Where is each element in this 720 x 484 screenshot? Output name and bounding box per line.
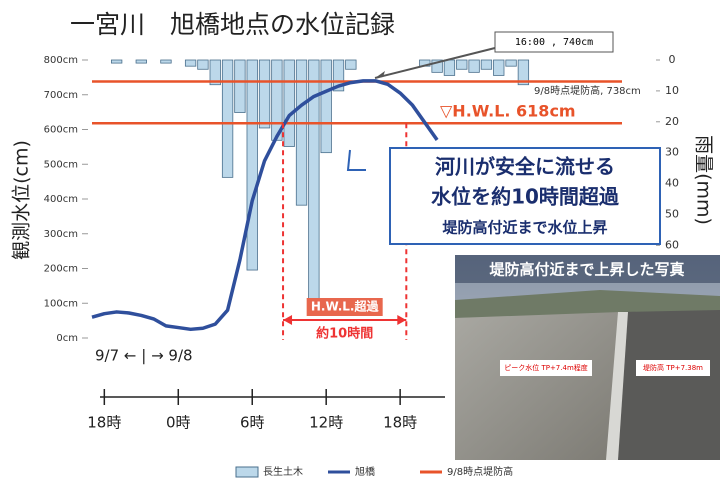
legend: 長生土木 旭橋 9/8時点堤防高: [235, 465, 513, 478]
rain-bar: [345, 59, 357, 70]
annotation: 9/8時点堤防高, 738cm: [534, 84, 641, 97]
y2-axis-label: 雨量(mm): [693, 135, 715, 225]
y-tick-label: 300cm: [44, 229, 78, 240]
callout-text: 水位を約10時間超過: [431, 185, 620, 209]
rain-bar: [283, 59, 295, 147]
rain-bar: [135, 59, 147, 64]
photo-caption-bg: [455, 255, 720, 283]
y-tick-label: 600cm: [44, 125, 78, 136]
y2-tick-label: 0: [669, 53, 676, 66]
arrowhead: [283, 315, 293, 325]
y2-tick-label: 60: [665, 238, 679, 251]
y2-tick-label: 40: [665, 177, 679, 190]
rain-bar: [209, 59, 221, 86]
legend-label: 旭橋: [355, 465, 375, 478]
rain-bar: [332, 59, 345, 92]
rain-bar: [505, 59, 517, 67]
rain-bar: [320, 59, 332, 154]
rain-bar: [234, 59, 246, 113]
rain-bar: [295, 59, 308, 206]
callout-mark: [346, 149, 366, 171]
annotation-box: [494, 31, 614, 53]
rain-bar: [456, 59, 468, 70]
photo-caption: 堤防高付近まで上昇した写真: [489, 261, 684, 279]
rain-bar: [431, 59, 443, 73]
photo-road: [610, 310, 720, 460]
x-tick-label: 6時: [240, 414, 265, 432]
rain-bar: [258, 59, 271, 129]
y-tick-label: 200cm: [44, 264, 78, 275]
annotation: ▽H.W.L. 618cm: [440, 102, 576, 121]
photo-label: ピーク水位 TP+7.4m程度: [504, 363, 588, 372]
rain-bar: [160, 59, 172, 64]
arrowhead: [375, 71, 385, 78]
arrow: [374, 47, 496, 79]
y-tick-label: 400cm: [44, 194, 78, 205]
rain-bar: [480, 59, 493, 70]
legend-label: 9/8時点堤防高: [447, 465, 513, 478]
rain-bar: [246, 59, 258, 271]
photo-label: 堤防高 TP+7.38m: [643, 363, 703, 372]
y2-tick-label: 10: [665, 84, 679, 97]
arrowhead: [397, 315, 407, 325]
rain-bar: [197, 59, 209, 70]
rain-bar: [443, 59, 456, 76]
y-tick-label: 100cm: [44, 298, 78, 309]
legend-label: 長生土木: [263, 465, 303, 478]
callout-text: 河川が安全に流せる: [435, 155, 615, 179]
x-tick-label: 12時: [309, 414, 343, 432]
rain-bar: [111, 59, 123, 64]
rain-bar: [517, 59, 530, 86]
y2-tick-label: 50: [665, 207, 679, 220]
callout-box: [389, 147, 661, 245]
annotation: 約10時間: [316, 326, 373, 342]
date-divider: 9/7 ← | → 9/8: [95, 347, 193, 365]
rain-bar: [184, 59, 197, 67]
y-axis-label: 観測水位(cm): [11, 140, 33, 260]
x-tick-label: 18時: [383, 414, 417, 432]
y2-tick-label: 30: [665, 146, 679, 159]
y-tick-label: 800cm: [44, 55, 78, 66]
photo-water: [455, 312, 620, 460]
rain-bar: [221, 59, 234, 178]
water-level-line: [91, 79, 439, 332]
callout-text: 堤防高付近まで水位上昇: [442, 219, 607, 237]
y2-tick-label: 20: [665, 115, 679, 128]
y-tick-label: 0cm: [56, 333, 78, 344]
exceed-label-box: [306, 298, 383, 316]
photo-label-box: [636, 360, 710, 376]
photo-fence: [606, 312, 628, 460]
photo: 堤防高付近まで上昇した写真 ピーク水位 TP+7.4m程度 堤防高 TP+7.3…: [455, 255, 720, 460]
legend-swatch: [235, 466, 259, 478]
annotation: 16:00 , 740cm: [515, 37, 593, 48]
y-tick-label: 500cm: [44, 159, 78, 170]
y-tick-label: 700cm: [44, 90, 78, 101]
photo-shore: [455, 290, 720, 318]
annotation: H.W.L.超過: [311, 299, 380, 314]
chart-title: 一宮川 旭橋地点の水位記録: [70, 10, 395, 39]
rain-bar: [493, 59, 505, 76]
rain-bar: [468, 59, 480, 73]
x-tick-label: 0時: [166, 414, 191, 432]
x-tick-label: 18時: [87, 414, 121, 432]
plot-area: 0cm 100cm 200cm 300cm 400cm 500cm 600cm 700cm 80…: [44, 53, 679, 432]
photo-label-box: [500, 360, 592, 376]
